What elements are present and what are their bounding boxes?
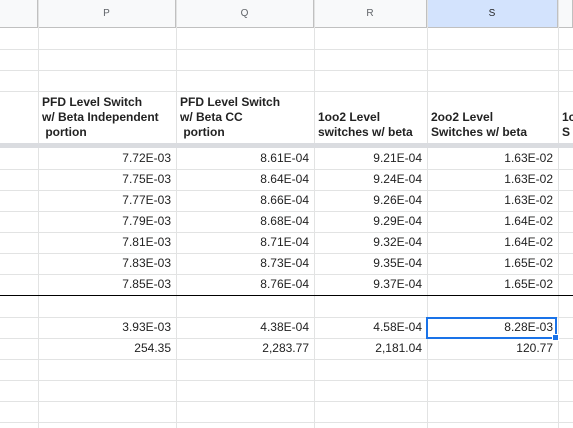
data-cell[interactable]: 1.63E-02 bbox=[504, 151, 553, 165]
gridline bbox=[558, 0, 559, 428]
data-cell[interactable]: 9.37E-04 bbox=[373, 277, 422, 291]
summary-cell[interactable]: 254.35 bbox=[134, 341, 171, 355]
header-cell-s[interactable]: 2oo2 Level Switches w/ beta bbox=[431, 110, 528, 139]
fill-handle[interactable] bbox=[552, 334, 559, 341]
data-cell[interactable]: 8.76E-04 bbox=[260, 277, 309, 291]
data-cell[interactable]: 9.29E-04 bbox=[373, 214, 422, 228]
summary-cell[interactable]: 120.77 bbox=[516, 341, 553, 355]
data-cell[interactable]: 9.21E-04 bbox=[373, 151, 422, 165]
data-cell[interactable]: 7.72E-03 bbox=[122, 151, 171, 165]
gridline bbox=[38, 0, 39, 428]
gridline bbox=[0, 169, 573, 170]
data-cell[interactable]: 1.63E-02 bbox=[504, 172, 553, 186]
header-cell-q[interactable]: PFD Level Switch w/ Beta CC portion bbox=[180, 95, 281, 139]
data-cell[interactable]: 1.64E-02 bbox=[504, 214, 553, 228]
gridline bbox=[314, 0, 315, 428]
column-header-r[interactable]: R bbox=[314, 0, 427, 28]
column-header-t[interactable] bbox=[558, 0, 573, 28]
gridline bbox=[0, 422, 573, 423]
data-cell[interactable]: 1.65E-02 bbox=[504, 256, 553, 270]
summary-cell[interactable]: 4.38E-04 bbox=[260, 320, 309, 334]
data-cell[interactable]: 7.77E-03 bbox=[122, 193, 171, 207]
row-header-corner bbox=[0, 0, 38, 28]
gridline bbox=[0, 253, 573, 254]
gridline bbox=[427, 0, 428, 428]
column-header-q[interactable]: Q bbox=[176, 0, 314, 28]
data-cell[interactable]: 9.32E-04 bbox=[373, 235, 422, 249]
data-cell[interactable]: 8.73E-04 bbox=[260, 256, 309, 270]
data-cell[interactable]: 8.68E-04 bbox=[260, 214, 309, 228]
gridline bbox=[0, 232, 573, 233]
border-line bbox=[0, 295, 573, 296]
data-cell[interactable]: 9.26E-04 bbox=[373, 193, 422, 207]
data-cell[interactable]: 7.75E-03 bbox=[122, 172, 171, 186]
data-cell[interactable]: 9.24E-04 bbox=[373, 172, 422, 186]
gridline bbox=[0, 211, 573, 212]
gridline bbox=[0, 380, 573, 381]
data-cell[interactable]: 8.66E-04 bbox=[260, 193, 309, 207]
frozen-row-divider[interactable] bbox=[0, 143, 573, 148]
data-cell[interactable]: 9.35E-04 bbox=[373, 256, 422, 270]
gridline bbox=[0, 317, 573, 318]
header-cell-r[interactable]: 1oo2 Level switches w/ beta bbox=[318, 110, 413, 139]
selected-cell[interactable]: 8.28E-03 bbox=[504, 320, 553, 334]
data-cell[interactable]: 1.63E-02 bbox=[504, 193, 553, 207]
data-cell[interactable]: 1.64E-02 bbox=[504, 235, 553, 249]
cell-selection-border bbox=[426, 317, 557, 339]
gridline bbox=[0, 49, 573, 50]
data-cell[interactable]: 7.79E-03 bbox=[122, 214, 171, 228]
gridline bbox=[176, 0, 177, 428]
summary-cell[interactable]: 4.58E-04 bbox=[373, 320, 422, 334]
gridline bbox=[0, 359, 573, 360]
data-cell[interactable]: 8.64E-04 bbox=[260, 172, 309, 186]
data-cell[interactable]: 8.61E-04 bbox=[260, 151, 309, 165]
summary-cell[interactable]: 2,181.04 bbox=[375, 341, 422, 355]
data-cell[interactable]: 7.81E-03 bbox=[122, 235, 171, 249]
data-cell[interactable]: 1.65E-02 bbox=[504, 277, 553, 291]
data-cell[interactable]: 7.83E-03 bbox=[122, 256, 171, 270]
data-cell[interactable]: 7.85E-03 bbox=[122, 277, 171, 291]
header-cell-t[interactable]: 1c S bbox=[562, 110, 573, 139]
data-cell[interactable]: 8.71E-04 bbox=[260, 235, 309, 249]
gridline bbox=[0, 401, 573, 402]
summary-cell[interactable]: 3.93E-03 bbox=[122, 320, 171, 334]
gridline bbox=[0, 190, 573, 191]
gridline bbox=[0, 338, 573, 339]
gridline bbox=[0, 91, 573, 92]
gridline bbox=[0, 70, 573, 71]
column-header-p[interactable]: P bbox=[38, 0, 176, 28]
header-cell-p[interactable]: PFD Level Switch w/ Beta Independent por… bbox=[42, 95, 159, 139]
gridline bbox=[0, 274, 573, 275]
column-header-s[interactable]: S bbox=[427, 0, 558, 28]
summary-cell[interactable]: 2,283.77 bbox=[262, 341, 309, 355]
